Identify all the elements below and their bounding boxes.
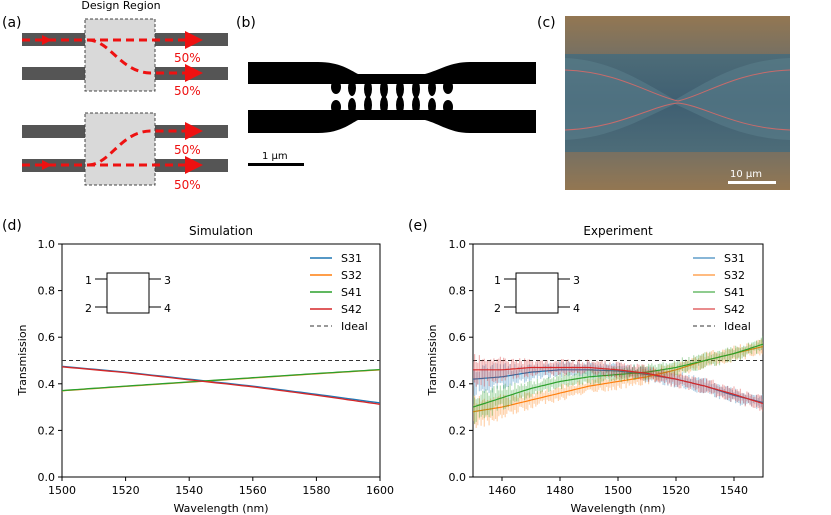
exp-xtick-label: 1480 xyxy=(546,484,574,497)
exp-legend-label-ideal: Ideal xyxy=(724,320,751,333)
design-region-top xyxy=(84,18,156,92)
panel-label-a: (a) xyxy=(2,15,22,31)
sim-legend-label-s31: S31 xyxy=(341,252,362,265)
exp-xlabel: Wavelength (nm) xyxy=(570,502,665,515)
exp-ylabel: Transmission xyxy=(426,324,439,396)
scale-bar-c xyxy=(728,181,776,184)
sim-xtick-label: 1560 xyxy=(239,484,267,497)
sim-port-3: 3 xyxy=(164,274,171,287)
sim-port-1: 1 xyxy=(85,274,92,287)
sim-legend-label-ideal: Ideal xyxy=(341,320,368,333)
exp-ytick-label: 0.6 xyxy=(449,331,467,344)
exp-legend-label-s32: S32 xyxy=(724,269,745,282)
panel-b-structure: 1 µm xyxy=(248,62,536,166)
exp-line-s41 xyxy=(473,343,763,408)
sim-ytick-label: 0.4 xyxy=(38,378,56,391)
exp-ytick-label: 0.8 xyxy=(449,285,467,298)
arrow-input-bottom xyxy=(42,160,52,170)
exp-port-4: 4 xyxy=(573,302,580,315)
exp-ytick-label: 0.4 xyxy=(449,378,467,391)
arrow-cross-bottom xyxy=(87,122,203,167)
sim-xtick-label: 1580 xyxy=(302,484,330,497)
sim-xtick-label: 1600 xyxy=(366,484,394,497)
sim-axes: 0.0 0.2 0.4 0.6 0.8 1.0 1500 1520 1540 1560 1580 16… xyxy=(38,238,395,497)
exp-port-1: 1 xyxy=(494,274,501,287)
exp-xtick-label: 1500 xyxy=(604,484,632,497)
exp-legend-label-s42: S42 xyxy=(724,303,745,316)
exp-xtick-label: 1520 xyxy=(662,484,690,497)
sim-ytick-label: 0.2 xyxy=(38,424,56,437)
top-through-percent: 50% xyxy=(174,51,201,65)
sim-xlabel: Wavelength (nm) xyxy=(173,502,268,515)
exp-legend: S31 S32 S41 S42 Ideal xyxy=(693,252,751,333)
exp-line-s42 xyxy=(473,366,763,405)
sim-ytick-label: 0.0 xyxy=(38,471,56,484)
sim-port-2: 2 xyxy=(85,302,92,315)
sim-legend-label-s42: S42 xyxy=(341,303,362,316)
panel-c-micrograph: 10 µm xyxy=(564,16,791,190)
exp-legend-label-s41: S41 xyxy=(724,286,745,299)
panel-a-diagram: Design Region 50% 50% 50% 50% xyxy=(22,0,228,192)
design-region-bottom xyxy=(84,112,156,186)
exp-xtick-label: 1460 xyxy=(488,484,516,497)
sim-series-group xyxy=(62,360,380,405)
exp-port-schematic: 1 2 3 4 xyxy=(494,272,580,315)
panel-label-c: (c) xyxy=(537,15,556,31)
bottom-through-percent: 50% xyxy=(174,178,201,192)
design-region-label: Design Region xyxy=(81,0,160,12)
structure-upper-arm xyxy=(248,62,536,84)
micrograph-top-pads xyxy=(565,16,790,54)
exp-ytick-label: 0.2 xyxy=(449,424,467,437)
sim-ytick-label: 0.8 xyxy=(38,285,56,298)
exp-xtick-label: 1540 xyxy=(720,484,748,497)
exp-axes: 0.0 0.2 0.4 0.6 0.8 1.0 1460 1480 1500 1520 1540 xyxy=(449,238,764,497)
micrograph-waveguide-lower xyxy=(564,102,791,131)
sim-ylabel: Transmission xyxy=(16,324,29,396)
bottom-cross-percent: 50% xyxy=(174,143,201,157)
simulation-chart: Simulation 0.0 0.2 0.4 0.6 0.8 1.0 1500 1520 154… xyxy=(16,224,394,515)
sim-title: Simulation xyxy=(189,224,253,238)
sim-plot-frame xyxy=(61,243,381,478)
exp-port-2: 2 xyxy=(494,302,501,315)
micrograph-waveguide-upper xyxy=(564,69,791,102)
experiment-chart: Experiment 0.0 0.2 0.4 0.6 0.8 1.0 1460 1480 150… xyxy=(426,224,764,515)
arrow-cross-top xyxy=(87,38,203,82)
sim-ytick-label: 0.6 xyxy=(38,331,56,344)
structure-teeth xyxy=(331,80,453,114)
exp-ytick-label: 1.0 xyxy=(449,238,467,251)
top-cross-percent: 50% xyxy=(174,84,201,98)
sim-port-4: 4 xyxy=(164,302,171,315)
arrow-input-top xyxy=(42,35,52,45)
scale-bar-b xyxy=(248,163,304,166)
sim-xtick-label: 1540 xyxy=(175,484,203,497)
sim-xtick-label: 1520 xyxy=(112,484,140,497)
exp-legend-label-s31: S31 xyxy=(724,252,745,265)
sim-legend-label-s32: S32 xyxy=(341,269,362,282)
exp-series-group xyxy=(473,335,763,428)
exp-title: Experiment xyxy=(583,224,653,238)
sim-schematic-box xyxy=(106,272,150,314)
micrograph-waveguide-region xyxy=(565,58,790,140)
sim-line-s42 xyxy=(62,366,380,405)
sim-legend-label-s41: S41 xyxy=(341,286,362,299)
exp-port-3: 3 xyxy=(573,274,580,287)
sim-line-s41 xyxy=(62,368,380,392)
structure-lower-arm xyxy=(248,110,536,133)
scale-bar-b-label: 1 µm xyxy=(262,151,288,162)
exp-ytick-label: 0.0 xyxy=(449,471,467,484)
panel-label-b: (b) xyxy=(236,15,256,31)
sim-port-schematic: 1 2 3 4 xyxy=(85,272,171,315)
sim-legend: S31 S32 S41 S42 Ideal xyxy=(310,252,368,333)
exp-schematic-box xyxy=(515,272,559,314)
panel-label-e: (e) xyxy=(408,218,428,234)
scale-bar-c-label: 10 µm xyxy=(730,169,762,180)
sim-ytick-label: 1.0 xyxy=(38,238,56,251)
panel-label-d: (d) xyxy=(2,218,22,234)
sim-xtick-label: 1500 xyxy=(48,484,76,497)
